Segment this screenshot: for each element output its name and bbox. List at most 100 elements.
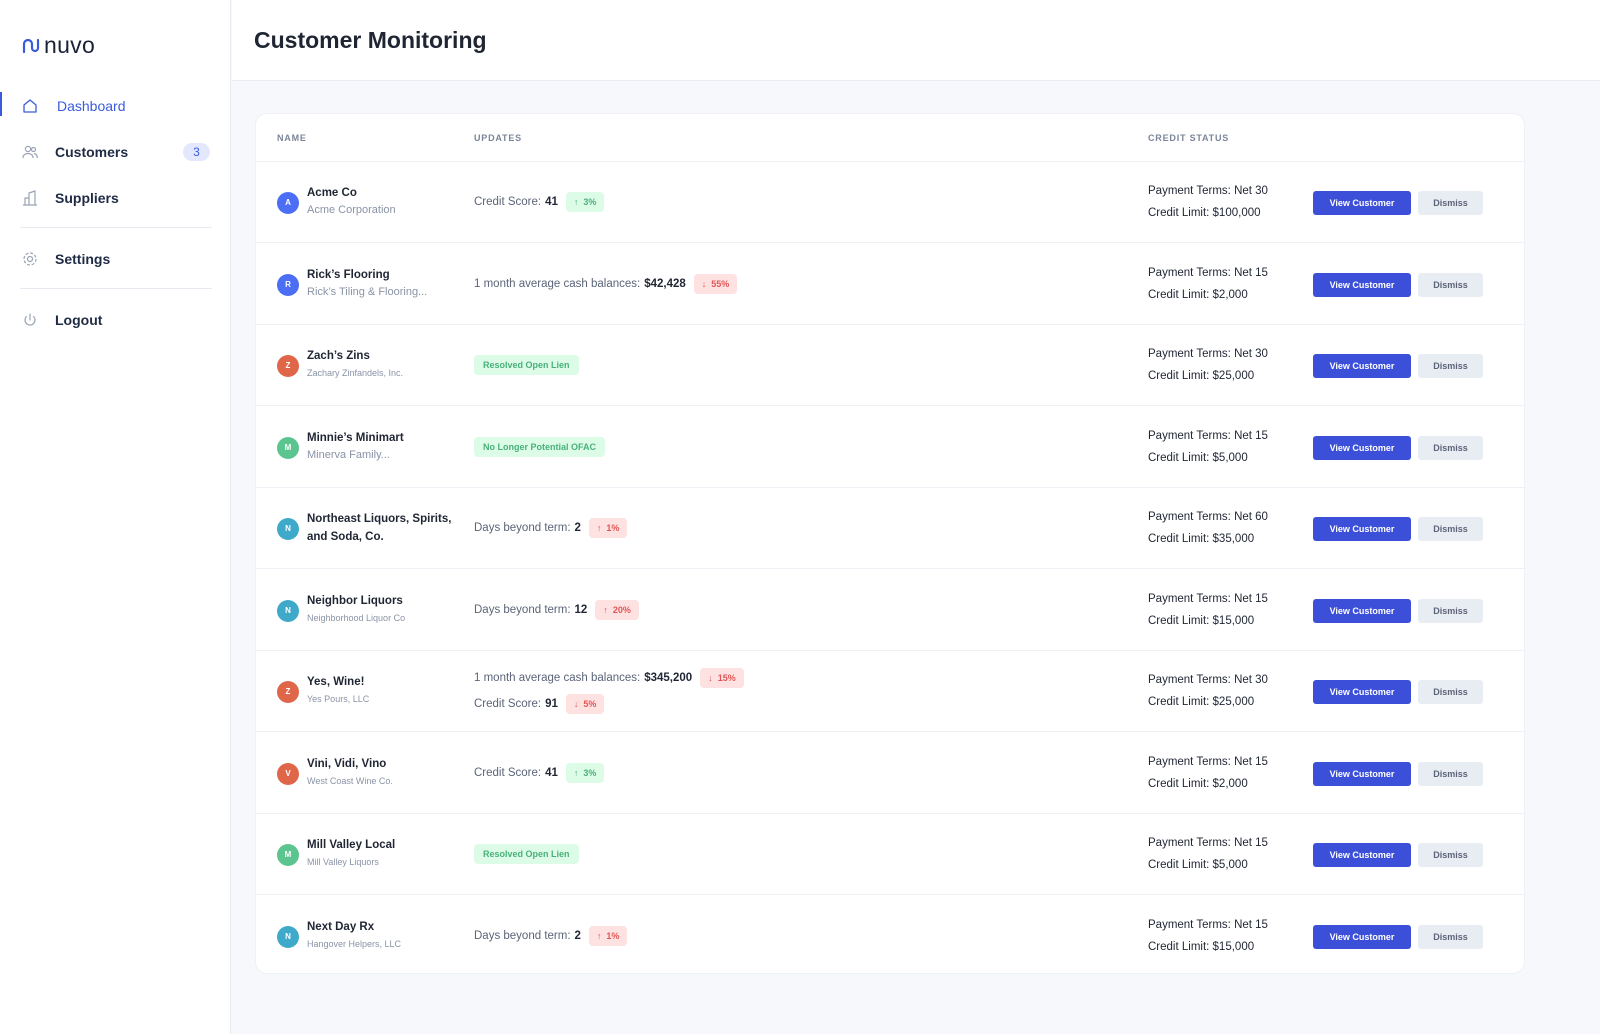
arrow-down-icon: ↓ xyxy=(573,699,579,709)
dismiss-button[interactable]: Dismiss xyxy=(1418,517,1483,541)
change-percent: 20% xyxy=(612,604,631,615)
sidebar-divider xyxy=(20,227,212,228)
change-percent: 5% xyxy=(583,699,597,709)
credit-status-cell: Payment Terms: Net 30 Credit Limit: $100,… xyxy=(1148,180,1268,224)
credit-status-cell: Payment Terms: Net 15 Credit Limit: $2,00… xyxy=(1148,751,1268,795)
sidebar-item-dashboard[interactable]: Dashboard xyxy=(0,86,230,126)
customer-name[interactable]: Northeast Liquors, Spirits, and Soda, Co… xyxy=(307,513,452,543)
avatar: Z xyxy=(277,681,299,703)
page-title: Customer Monitoring xyxy=(254,27,487,53)
update-line: Credit Score: 41 ↑ 3% xyxy=(474,760,605,786)
updates-cell: Days beyond term: 2 ↑ 1% xyxy=(474,515,628,541)
update-value: 2 xyxy=(574,929,581,942)
credit-status-cell: Payment Terms: Net 15 Credit Limit: $2,00… xyxy=(1148,262,1268,306)
table-row: M Minnie’s Minimart Minerva Family... No Lo… xyxy=(256,407,1526,488)
payment-terms: Payment Terms: Net 15 xyxy=(1148,837,1268,849)
customer-legal-name: Hangover Helpers, LLC xyxy=(307,938,402,949)
credit-limit: Credit Limit: $5,000 xyxy=(1148,859,1248,871)
logo-text: nuvo xyxy=(44,32,96,58)
dismiss-button[interactable]: Dismiss xyxy=(1418,680,1483,704)
sidebar-item-label: Customers xyxy=(55,144,129,160)
table-row: M Mill Valley Local Mill Valley Liquors Res… xyxy=(256,814,1526,895)
payment-terms: Payment Terms: Net 15 xyxy=(1148,429,1268,442)
change-percent: 3% xyxy=(583,197,597,207)
change-badge: ↑ 3% xyxy=(565,762,605,783)
arrow-down-icon: ↓ xyxy=(701,278,707,289)
sidebar-item-settings[interactable]: Settings xyxy=(0,239,230,279)
sidebar-divider xyxy=(20,288,212,289)
customer-name[interactable]: Mill Valley Local xyxy=(307,839,396,851)
view-customer-button[interactable]: View Customer xyxy=(1313,191,1411,215)
dismiss-button[interactable]: Dismiss xyxy=(1418,272,1483,297)
change-badge: ↑ 1% xyxy=(588,518,628,538)
updates-cell: Credit Score: 41 ↑ 3% xyxy=(474,760,605,786)
customer-legal-name: Acme Corporation xyxy=(307,204,396,216)
table-row: V Vini, Vidi, Vino West Coast Wine Co. Cred… xyxy=(256,733,1526,814)
avatar: M xyxy=(277,844,299,866)
dismiss-button[interactable]: Dismiss xyxy=(1418,924,1483,949)
sidebar-item-logout[interactable]: Logout xyxy=(0,300,230,340)
customer-name[interactable]: Vini, Vidi, Vino xyxy=(307,757,387,770)
column-header-credit-status[interactable]: CREDIT STATUS xyxy=(1148,133,1230,143)
sidebar-item-customers[interactable]: Customers 3 xyxy=(0,132,230,172)
customer-name-cell: Acme Co Acme Corporation xyxy=(307,184,457,218)
view-customer-button[interactable]: View Customer xyxy=(1313,435,1411,460)
view-customer-button[interactable]: View Customer xyxy=(1313,354,1411,378)
avatar: N xyxy=(277,599,299,622)
change-percent: 1% xyxy=(606,523,620,533)
customer-legal-name: Minerva Family... xyxy=(307,448,390,461)
dismiss-button[interactable]: Dismiss xyxy=(1418,598,1483,623)
payment-terms: Payment Terms: Net 30 xyxy=(1148,348,1268,360)
customer-name[interactable]: Acme Co xyxy=(307,187,357,199)
customer-name[interactable]: Rick’s Flooring xyxy=(307,268,390,281)
updates-cell: No Longer Potential OFAC xyxy=(474,436,606,457)
view-customer-button[interactable]: View Customer xyxy=(1313,598,1411,623)
update-label: Credit Score: xyxy=(474,766,542,779)
arrow-up-icon: ↑ xyxy=(596,930,602,941)
update-line: Credit Score: 91 ↓ 5% xyxy=(474,691,744,717)
customer-name[interactable]: Zach’s Zins xyxy=(307,350,370,362)
customer-name[interactable]: Minnie’s Minimart xyxy=(307,431,404,444)
customer-name-cell: Vini, Vidi, Vino West Coast Wine Co. xyxy=(307,755,457,789)
avatar: A xyxy=(277,192,299,214)
avatar: Z xyxy=(277,355,299,377)
customer-name[interactable]: Next Day Rx xyxy=(307,920,375,933)
dismiss-button[interactable]: Dismiss xyxy=(1418,761,1483,786)
updates-cell: 1 month average cash balances: $42,428 ↓ 55… xyxy=(474,271,738,297)
view-customer-button[interactable]: View Customer xyxy=(1313,843,1411,867)
column-header-updates[interactable]: UPDATES xyxy=(474,133,522,143)
page-header: Customer Monitoring xyxy=(232,0,1600,81)
view-customer-button[interactable]: View Customer xyxy=(1313,761,1411,786)
view-customer-button[interactable]: View Customer xyxy=(1313,517,1411,541)
payment-terms: Payment Terms: Net 15 xyxy=(1148,266,1268,279)
updates-cell: 1 month average cash balances: $345,200 ↓ 1… xyxy=(474,665,744,717)
status-badge: No Longer Potential OFAC xyxy=(474,436,606,457)
customer-name[interactable]: Neighbor Liquors xyxy=(307,594,403,607)
update-label: Credit Score: xyxy=(474,196,542,208)
credit-limit: Credit Limit: $100,000 xyxy=(1148,207,1261,219)
header-divider xyxy=(256,161,1526,162)
dismiss-button[interactable]: Dismiss xyxy=(1418,191,1483,215)
update-line: Days beyond term: 12 ↑ 20% xyxy=(474,597,639,623)
dismiss-button[interactable]: Dismiss xyxy=(1418,354,1483,378)
payment-terms: Payment Terms: Net 30 xyxy=(1148,185,1268,197)
home-icon xyxy=(23,99,37,113)
logo[interactable]: nuvo xyxy=(22,32,95,59)
customer-name[interactable]: Yes, Wine! xyxy=(307,676,365,688)
sidebar: nuvo Dashboard Customers 3 Suppliers Set… xyxy=(0,0,231,1034)
column-header-name[interactable]: NAME xyxy=(277,133,307,143)
dismiss-button[interactable]: Dismiss xyxy=(1418,435,1483,460)
payment-terms: Payment Terms: Net 15 xyxy=(1148,755,1268,768)
credit-status-cell: Payment Terms: Net 15 Credit Limit: $5,00… xyxy=(1148,425,1268,469)
view-customer-button[interactable]: View Customer xyxy=(1313,924,1411,949)
customer-name-cell: Zach’s Zins Zachary Zinfandels, Inc. xyxy=(307,347,457,381)
gear-icon xyxy=(23,252,37,266)
avatar: N xyxy=(277,518,299,540)
credit-limit: Credit Limit: $2,000 xyxy=(1148,288,1248,301)
view-customer-button[interactable]: View Customer xyxy=(1313,680,1411,704)
dismiss-button[interactable]: Dismiss xyxy=(1418,843,1483,867)
change-badge: ↓ 55% xyxy=(693,273,738,294)
payment-terms: Payment Terms: Net 60 xyxy=(1148,511,1268,523)
view-customer-button[interactable]: View Customer xyxy=(1313,272,1411,297)
sidebar-item-suppliers[interactable]: Suppliers xyxy=(0,178,230,218)
